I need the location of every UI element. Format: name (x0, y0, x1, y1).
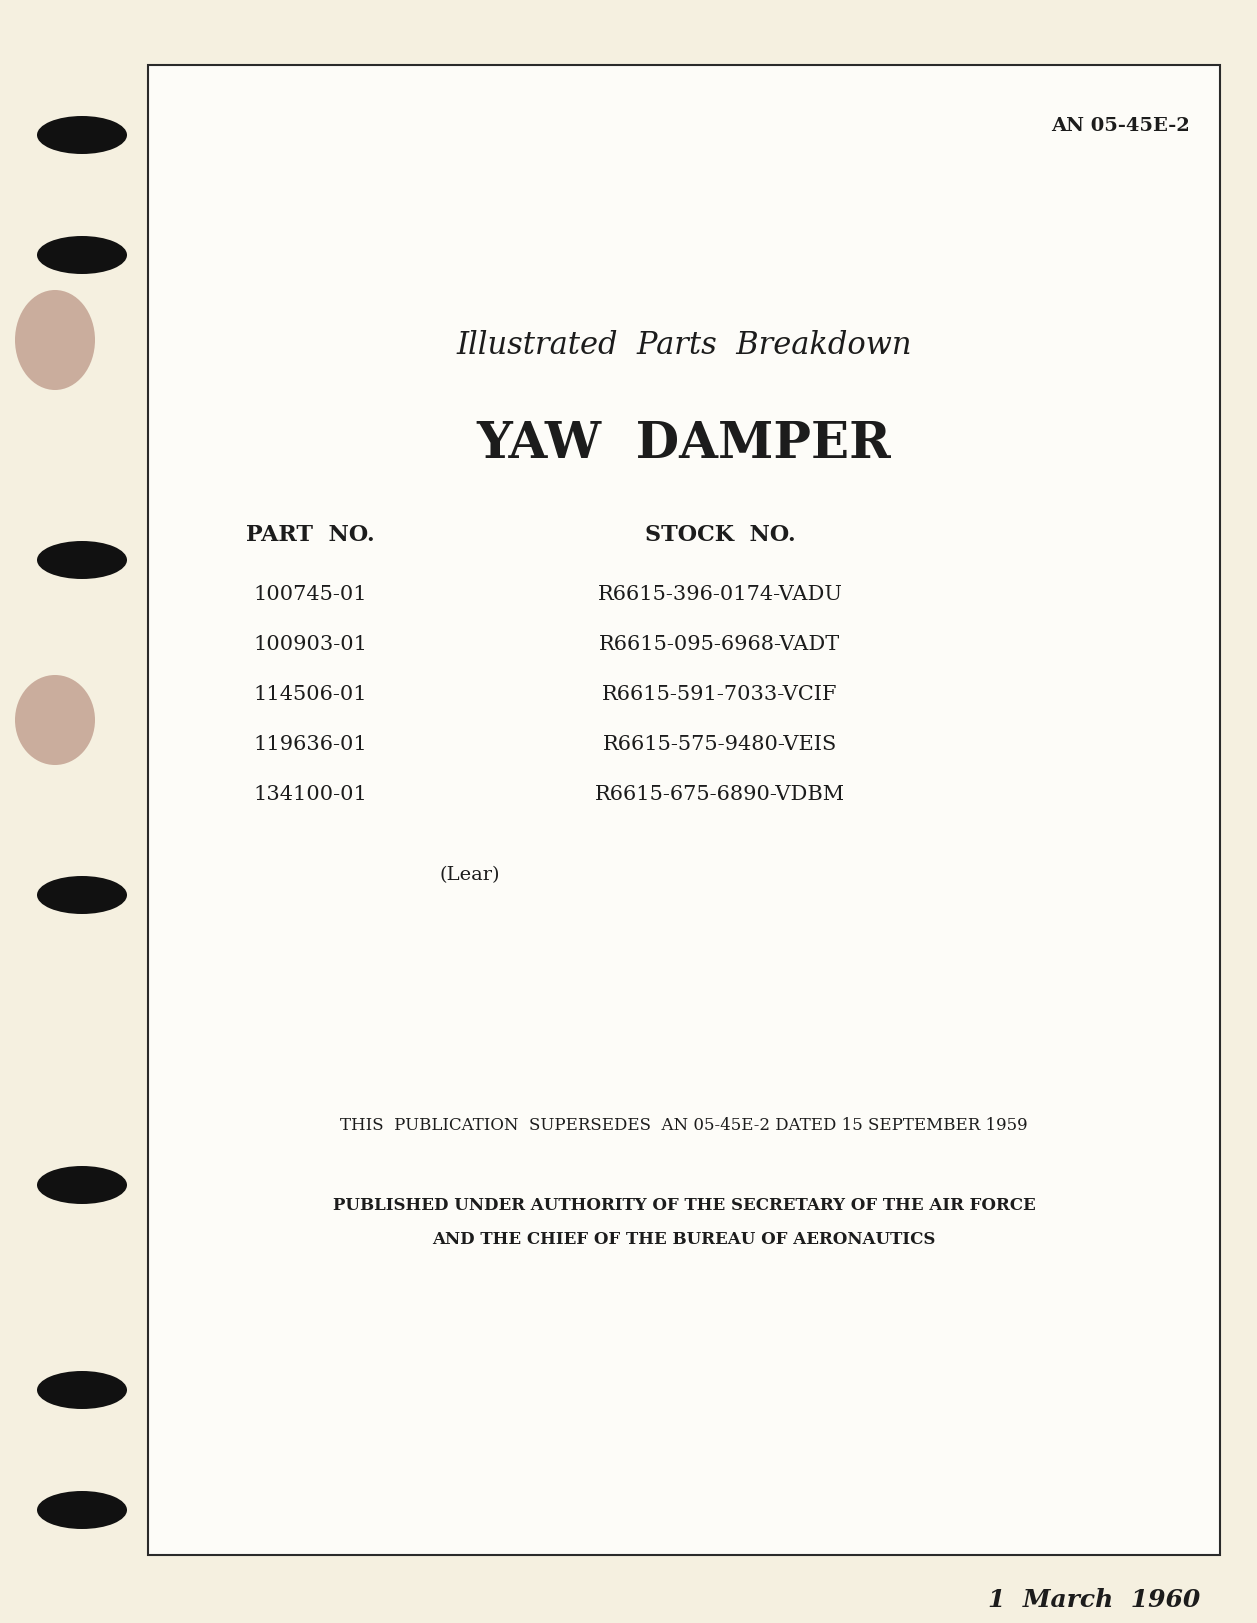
Ellipse shape (36, 115, 127, 154)
Text: AN 05-45E-2: AN 05-45E-2 (1051, 117, 1190, 135)
Text: YAW  DAMPER: YAW DAMPER (476, 420, 891, 469)
Ellipse shape (36, 235, 127, 274)
Text: 100745-01: 100745-01 (253, 586, 367, 604)
Ellipse shape (36, 1165, 127, 1204)
Text: THIS  PUBLICATION  SUPERSEDES  AN 05-45E-2 DATED 15 SEPTEMBER 1959: THIS PUBLICATION SUPERSEDES AN 05-45E-2 … (341, 1117, 1028, 1133)
Ellipse shape (36, 540, 127, 579)
Text: 114506-01: 114506-01 (253, 685, 367, 704)
Text: PART  NO.: PART NO. (245, 524, 375, 545)
Text: R6615-675-6890-VDBM: R6615-675-6890-VDBM (595, 786, 845, 805)
Text: AND THE CHIEF OF THE BUREAU OF AERONAUTICS: AND THE CHIEF OF THE BUREAU OF AERONAUTI… (432, 1232, 935, 1248)
Ellipse shape (15, 291, 96, 390)
Bar (148, 65, 1221, 1555)
Text: R6615-591-7033-VCIF: R6615-591-7033-VCIF (602, 685, 837, 704)
Text: R6615-095-6968-VADT: R6615-095-6968-VADT (600, 636, 841, 654)
Text: 1  March  1960: 1 March 1960 (988, 1587, 1200, 1612)
Text: R6615-396-0174-VADU: R6615-396-0174-VADU (597, 586, 842, 604)
Text: 134100-01: 134100-01 (253, 786, 367, 805)
Text: Illustrated  Parts  Breakdown: Illustrated Parts Breakdown (456, 329, 911, 360)
Text: (Lear): (Lear) (440, 867, 500, 885)
Ellipse shape (36, 1492, 127, 1529)
Text: PUBLISHED UNDER AUTHORITY OF THE SECRETARY OF THE AIR FORCE: PUBLISHED UNDER AUTHORITY OF THE SECRETA… (333, 1196, 1036, 1214)
Ellipse shape (36, 876, 127, 914)
Ellipse shape (15, 675, 96, 764)
Text: STOCK  NO.: STOCK NO. (645, 524, 796, 545)
Ellipse shape (36, 1371, 127, 1409)
Text: 100903-01: 100903-01 (253, 636, 367, 654)
Text: 119636-01: 119636-01 (253, 735, 367, 755)
Text: R6615-575-9480-VEIS: R6615-575-9480-VEIS (603, 735, 837, 755)
